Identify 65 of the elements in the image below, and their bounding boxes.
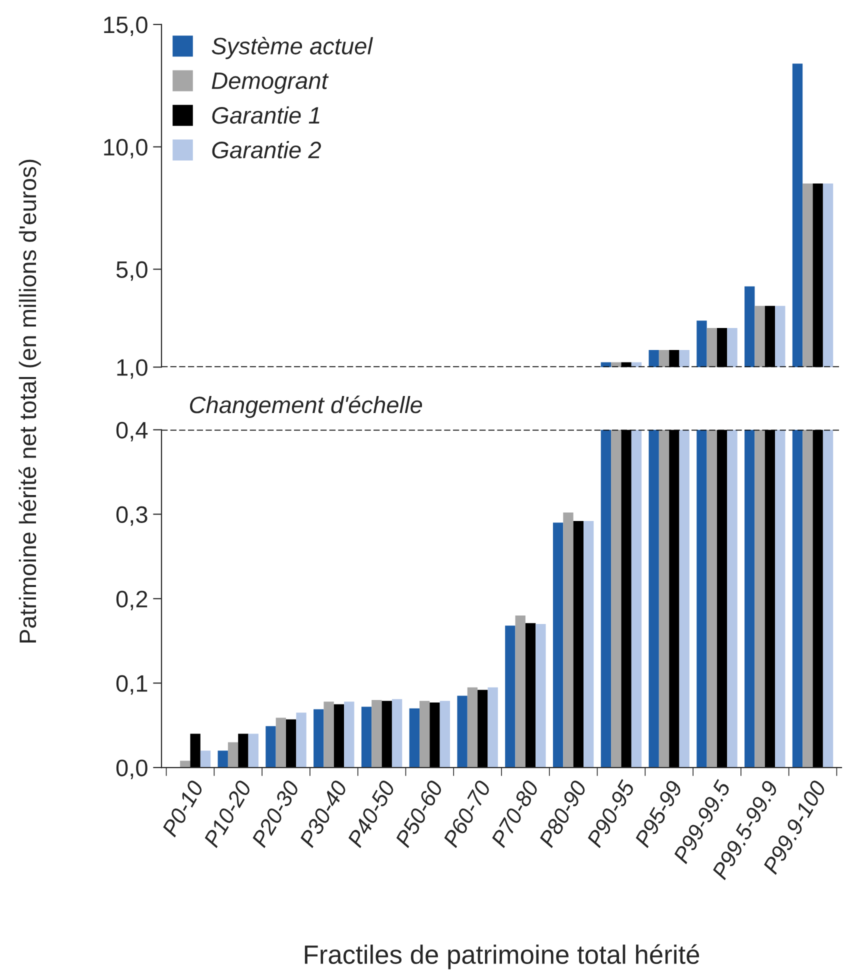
bar	[822, 430, 834, 768]
legend-label: Garantie 2	[212, 141, 321, 158]
bar	[611, 430, 622, 768]
bar	[631, 430, 642, 768]
legend-label: Garantie 1	[212, 106, 320, 124]
x-axis-title: Fractiles de patrimoine total hérité	[304, 944, 700, 970]
bar	[648, 430, 659, 768]
bar	[430, 702, 440, 768]
bar	[361, 706, 372, 768]
bar	[440, 700, 450, 768]
bar	[238, 734, 248, 768]
bar	[382, 700, 392, 768]
bar	[679, 430, 690, 768]
y-axis-title: Patrimoine hérité net total (en millions d'euros)	[18, 160, 41, 643]
bar	[276, 718, 286, 768]
bar	[744, 430, 755, 768]
bar	[563, 512, 574, 768]
bar	[467, 687, 478, 768]
bar	[706, 430, 717, 768]
bar	[286, 719, 296, 768]
y-tick-label: 0,1	[116, 675, 148, 695]
bar	[344, 702, 354, 768]
y-tick-label: 0,4	[116, 422, 148, 442]
bar	[324, 702, 334, 768]
bar	[775, 430, 786, 768]
bar	[314, 709, 324, 768]
bar	[754, 430, 765, 768]
bar	[200, 750, 211, 768]
bar	[266, 726, 276, 768]
bar	[248, 734, 258, 768]
bar	[190, 734, 200, 768]
y-tick-label: 0,0	[116, 760, 148, 780]
y-tick-label: 5,0	[116, 261, 148, 281]
bar	[696, 430, 707, 768]
bar	[727, 430, 738, 768]
bar	[658, 430, 670, 768]
y-tick-label: 0,2	[116, 590, 148, 610]
bar	[505, 626, 516, 768]
bar	[457, 696, 468, 768]
y-tick-label: 0,3	[116, 506, 148, 526]
bar	[334, 704, 344, 768]
bar	[419, 700, 430, 768]
y-tick-label: 15,0	[104, 16, 148, 36]
bar	[525, 623, 536, 768]
bar	[515, 616, 526, 768]
bar	[488, 687, 498, 768]
text: Changement d'échelle	[190, 396, 422, 418]
bar	[552, 522, 564, 768]
legend-label: Demogrant	[212, 72, 329, 94]
bar	[600, 430, 612, 768]
bar	[296, 712, 306, 768]
bar	[792, 430, 803, 768]
bar	[392, 699, 402, 768]
y-tick-label: 1,0	[117, 359, 148, 379]
bar	[478, 690, 488, 768]
bar	[228, 742, 238, 768]
bar	[409, 708, 420, 768]
bar	[218, 750, 228, 768]
bar	[536, 624, 546, 768]
bar	[584, 520, 594, 768]
bar	[573, 520, 584, 768]
y-tick-label: 10,0	[104, 138, 148, 158]
legend-label: Système actuel	[212, 36, 374, 60]
bar	[372, 700, 382, 768]
bar	[802, 430, 813, 768]
